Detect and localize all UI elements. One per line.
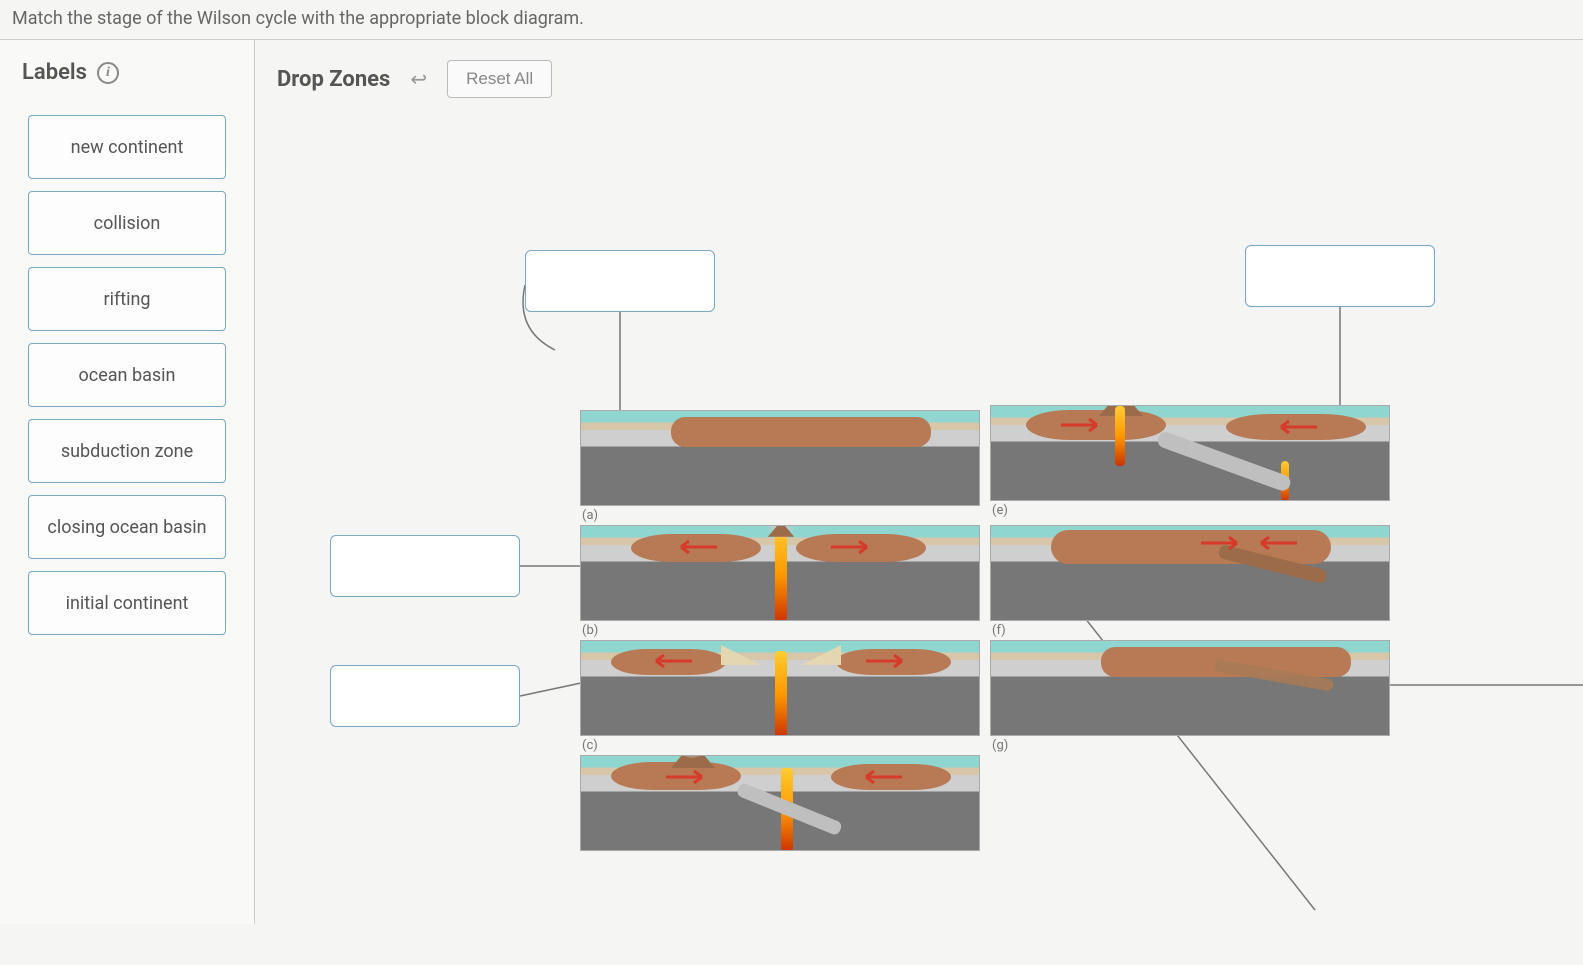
label-subduction-zone[interactable]: subduction zone [28,419,226,483]
caption-b: (b) [582,623,598,638]
diagram-a [580,410,980,506]
info-icon[interactable]: i [97,62,119,84]
diagram-c [580,640,980,736]
arrow-right-icon [866,654,912,668]
reset-all-button[interactable]: Reset All [447,60,552,98]
diagram-g [990,640,1390,736]
caption-f: (f) [992,623,1006,638]
diagram-canvas: (a) (b) [255,110,1583,924]
caption-c: (c) [582,738,598,753]
arrow-right-icon [1061,418,1107,432]
undo-icon[interactable]: ↩ [406,67,431,91]
label-initial-continent[interactable]: initial continent [28,571,226,635]
label-ocean-basin[interactable]: ocean basin [28,343,226,407]
caption-a: (a) [582,508,598,523]
arrow-left-icon [1251,536,1297,550]
labels-header: Labels i [0,40,254,103]
arrow-right-icon [666,770,712,784]
drop-slot-c[interactable] [330,665,520,727]
drop-slot-e[interactable] [1245,245,1435,307]
label-rifting[interactable]: rifting [28,267,226,331]
arrow-left-icon [1271,420,1317,434]
diagram-e [990,405,1390,501]
dropzones-column: Drop Zones ↩ Reset All [255,40,1583,924]
dropzones-title: Drop Zones [277,67,390,92]
diagram-b [580,525,980,621]
caption-e: (e) [992,503,1008,518]
labels-title: Labels [22,60,87,85]
arrow-left-icon [646,654,692,668]
labels-column: Labels i new continent collision rifting… [0,40,255,924]
diagram-d [580,755,980,851]
arrow-right-icon [1201,536,1247,550]
label-collision[interactable]: collision [28,191,226,255]
label-closing-ocean-basin[interactable]: closing ocean basin [28,495,226,559]
dropzones-header: Drop Zones ↩ Reset All [255,40,1583,116]
diagram-f [990,525,1390,621]
label-new-continent[interactable]: new continent [28,115,226,179]
drop-slot-b[interactable] [330,535,520,597]
main-panel: Labels i new continent collision rifting… [0,39,1583,924]
arrow-left-icon [671,540,717,554]
question-prompt: Match the stage of the Wilson cycle with… [0,0,1583,39]
drop-slot-a[interactable] [525,250,715,312]
arrow-right-icon [831,540,877,554]
caption-g: (g) [992,738,1008,753]
arrow-left-icon [856,770,902,784]
